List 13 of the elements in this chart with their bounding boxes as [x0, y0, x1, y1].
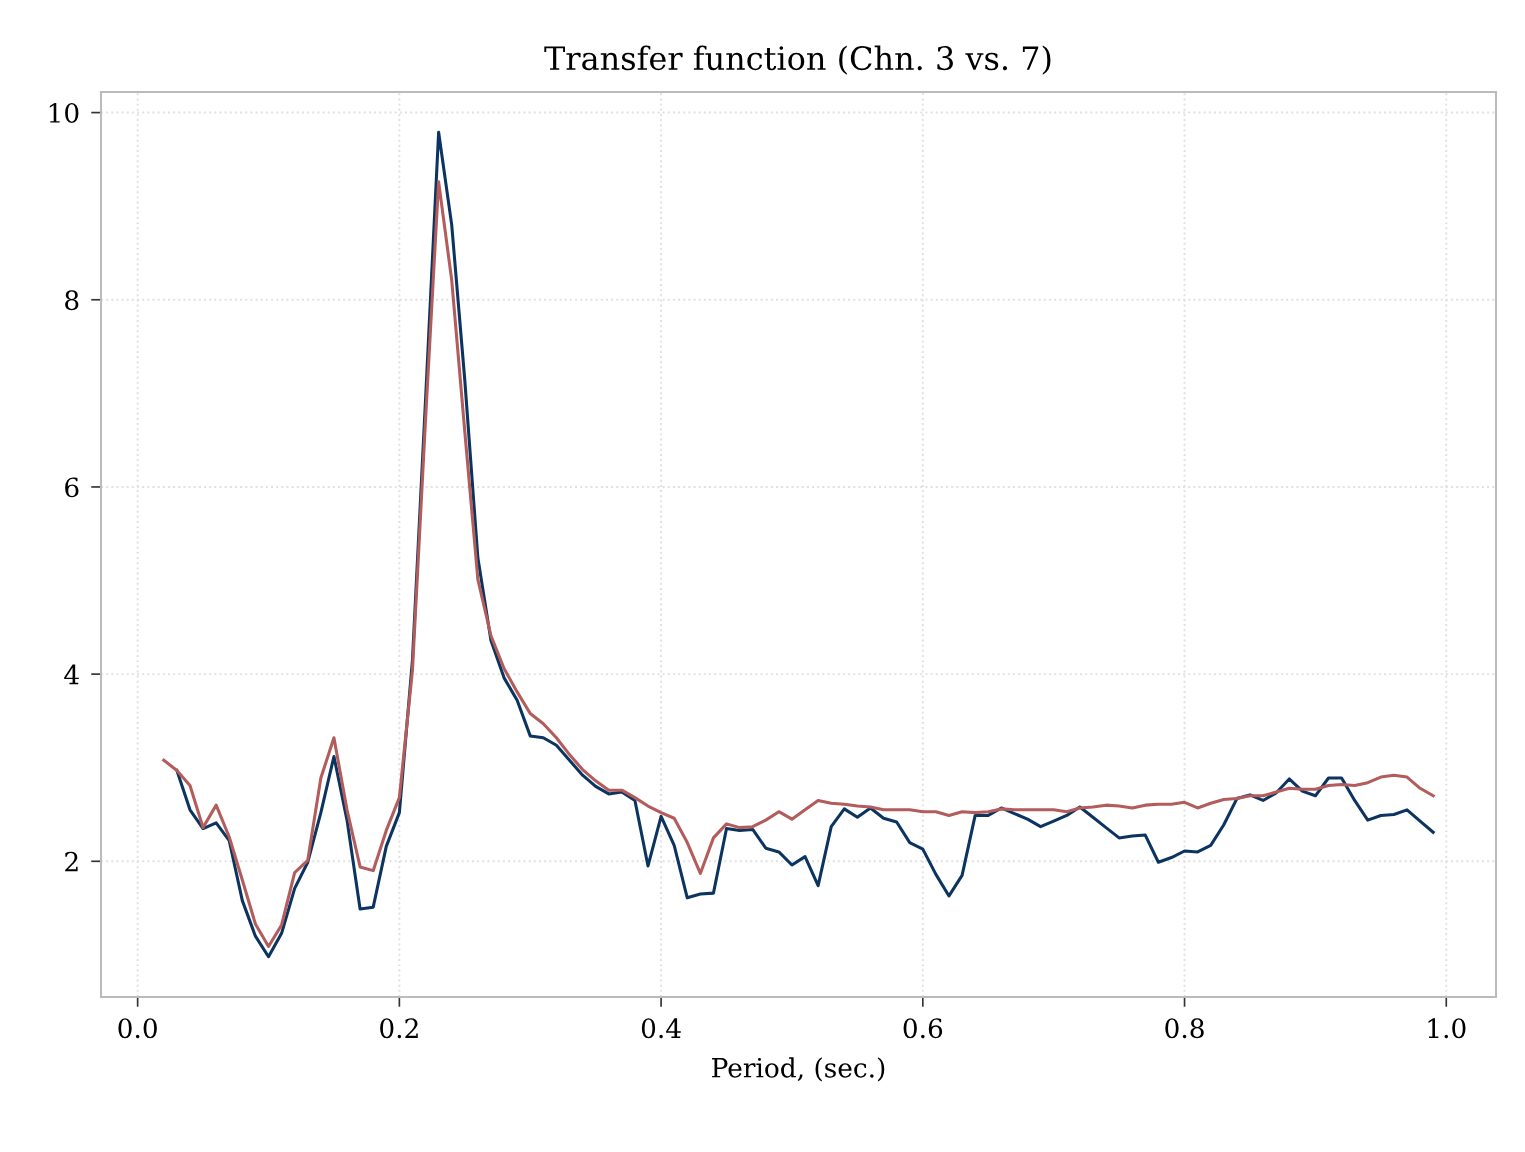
y-tick-label: 6 [65, 477, 79, 498]
x-tick-label: 0.8 [1165, 1018, 1204, 1039]
x-tick-label: 1.0 [1428, 1018, 1466, 1039]
chart-title: Transfer function (Chn. 3 vs. 7) [544, 45, 1051, 75]
x-axis-title: Period, (sec.) [712, 1057, 885, 1082]
x-tick-label: 0.0 [118, 1018, 157, 1039]
y-tick-label: 2 [65, 851, 78, 872]
x-tick-label: 0.2 [380, 1018, 418, 1039]
y-tick-label: 4 [64, 664, 79, 685]
y-tick-label: 8 [65, 290, 79, 311]
x-tick-label: 0.6 [903, 1018, 943, 1039]
y-tick-label: 10 [49, 103, 79, 123]
x-tick-label: 0.4 [641, 1018, 681, 1039]
